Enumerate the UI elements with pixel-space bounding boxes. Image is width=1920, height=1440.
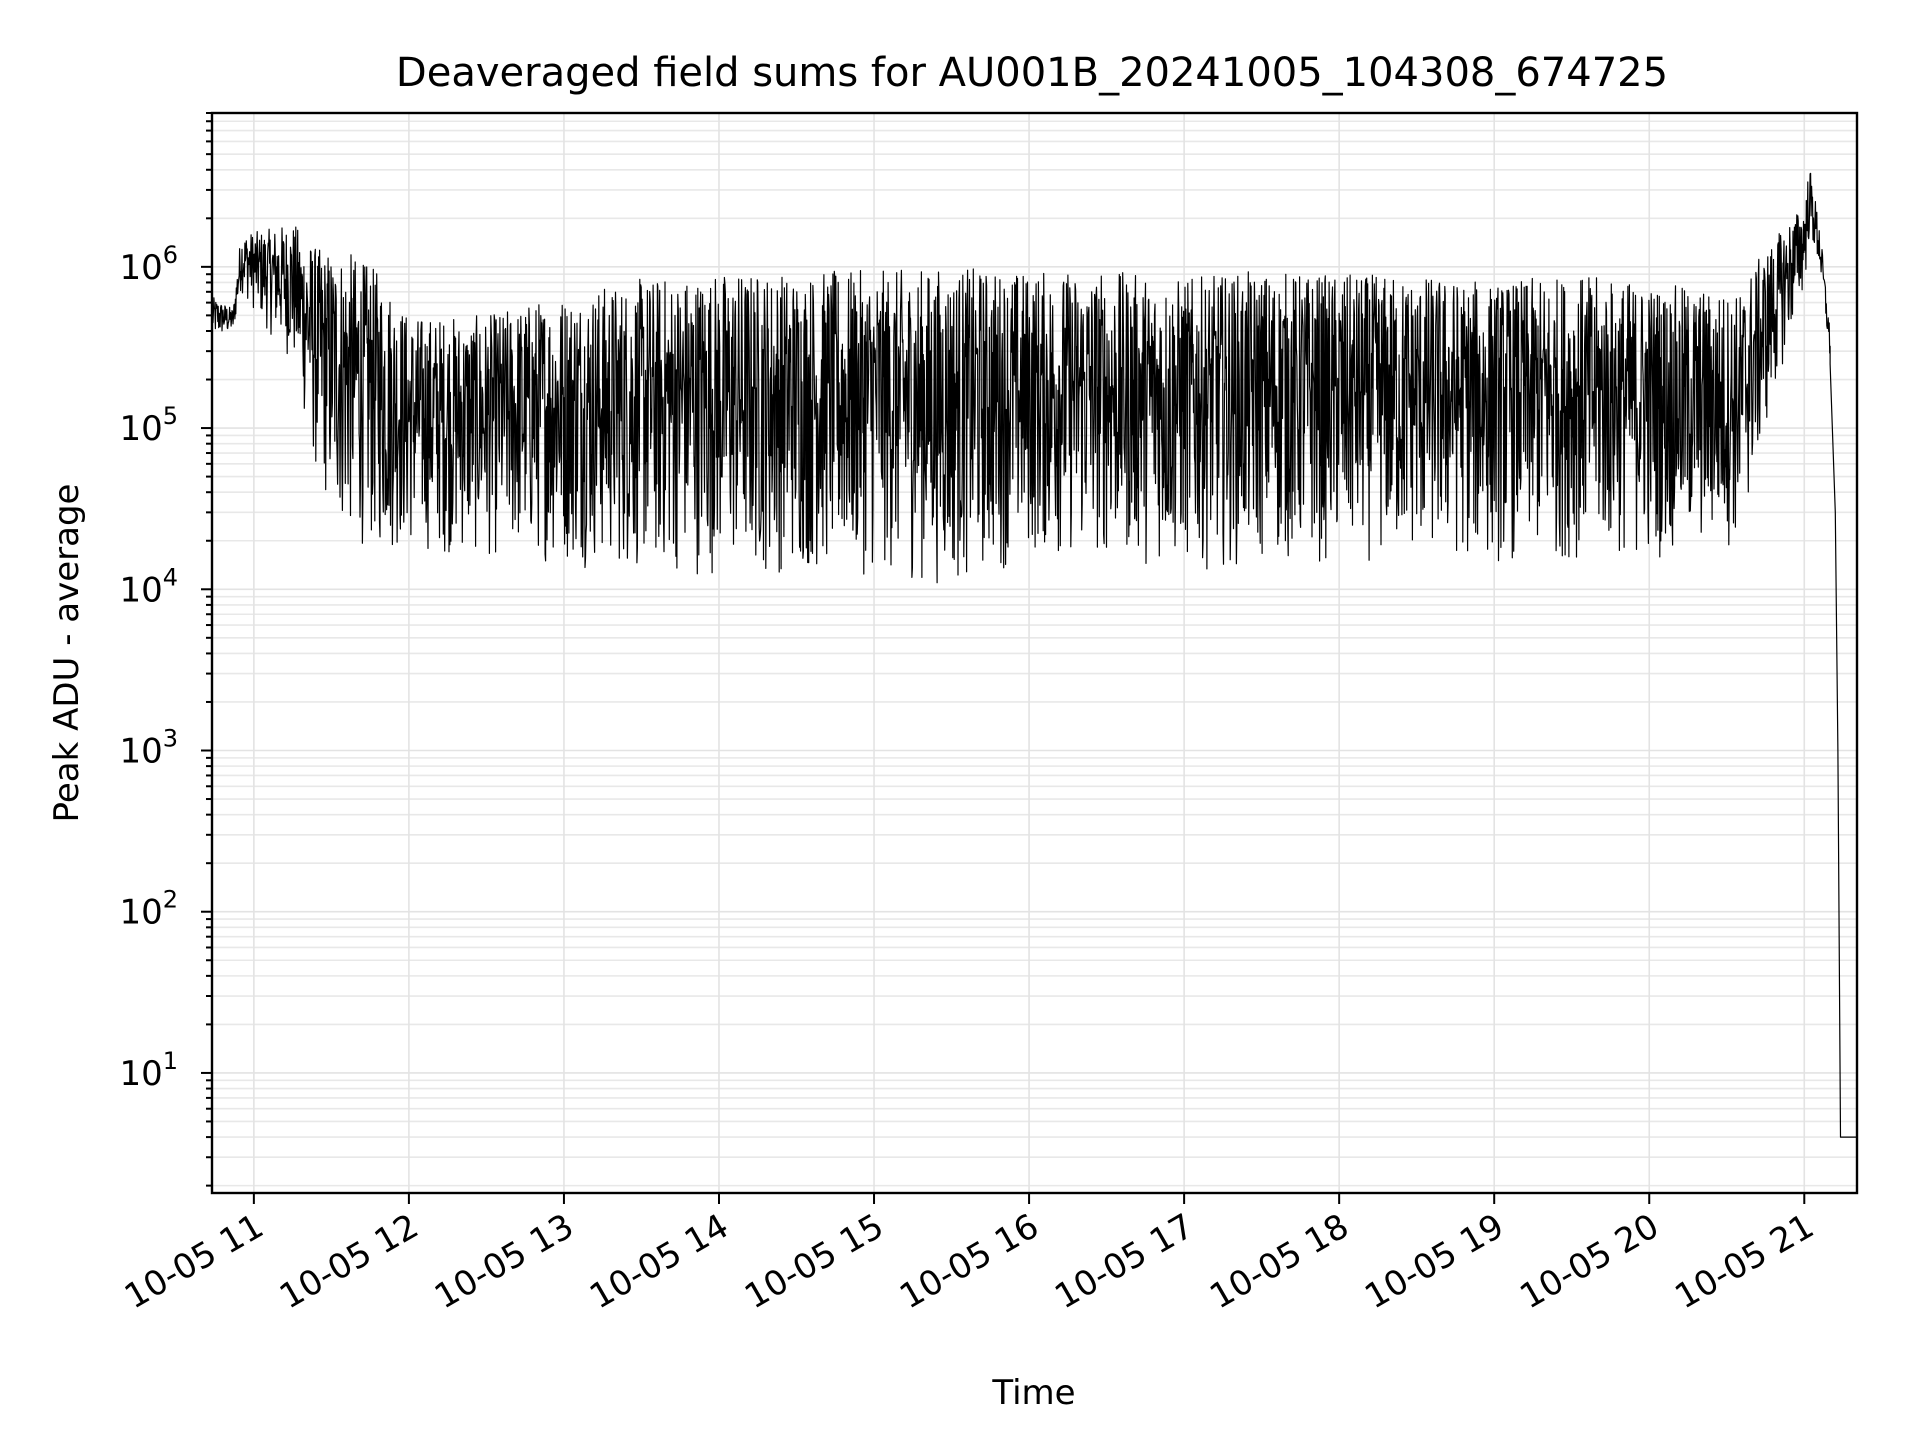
grid bbox=[212, 112, 1857, 1193]
x-tick-label: 10-05 15 bbox=[738, 1206, 890, 1317]
series-line bbox=[211, 172, 1857, 1138]
x-tick-label: 10-05 16 bbox=[893, 1206, 1045, 1317]
x-tick-label: 10-05 17 bbox=[1048, 1206, 1200, 1317]
y-tick-label: 103 bbox=[119, 724, 178, 771]
x-tick-label: 10-05 19 bbox=[1358, 1206, 1510, 1317]
y-axis-label: Peak ADU - average bbox=[47, 484, 87, 823]
y-tick-label: 104 bbox=[119, 563, 178, 610]
y-tick-label: 102 bbox=[119, 886, 178, 933]
x-axis-label: Time bbox=[991, 1373, 1075, 1413]
y-tick-label: 106 bbox=[119, 241, 178, 288]
y-tick-label: 101 bbox=[119, 1047, 178, 1094]
x-tick-label: 10-05 14 bbox=[583, 1206, 735, 1317]
x-tick-label: 10-05 21 bbox=[1668, 1206, 1820, 1317]
chart-title: Deaveraged field sums for AU001B_2024100… bbox=[396, 50, 1668, 96]
x-tick-label: 10-05 11 bbox=[118, 1206, 270, 1317]
series-line-group bbox=[211, 172, 1857, 1138]
y-tick-label: 105 bbox=[119, 402, 178, 449]
x-tick-label: 10-05 20 bbox=[1513, 1206, 1665, 1317]
x-tick-label: 10-05 18 bbox=[1203, 1206, 1355, 1317]
plot-frame bbox=[210, 111, 1859, 1195]
x-tick-label: 10-05 12 bbox=[273, 1206, 425, 1317]
x-tick-label: 10-05 13 bbox=[428, 1206, 580, 1317]
x-ticks: 10-05 11 10-05 12 10-05 13 10-05 14 10-05 15… bbox=[118, 1193, 1821, 1317]
y-ticks: 101 102 103 104 105 106 bbox=[119, 112, 212, 1187]
